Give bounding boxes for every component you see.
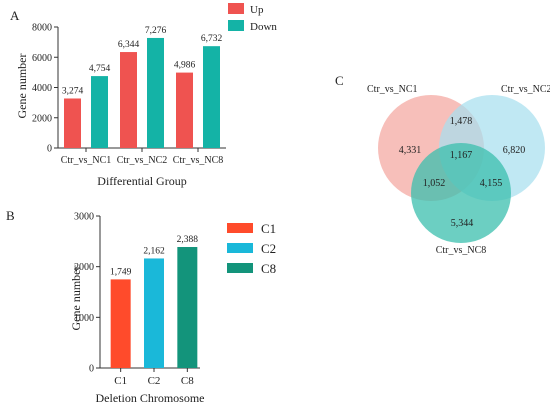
panel-b-label: B xyxy=(6,208,15,223)
panel-a-legend-label: Down xyxy=(250,21,277,33)
panel-b-legend-label: C8 xyxy=(261,261,276,276)
panel-a-ytick-label: 2000 xyxy=(32,113,52,124)
panel-a-legend-label: Up xyxy=(250,4,264,16)
venn-set-label-2: Ctr_vs_NC2 xyxy=(501,84,550,95)
panel-b-ytick-label: 1000 xyxy=(74,313,94,324)
panel-b-legend-label: C1 xyxy=(261,221,276,236)
venn-region-only-3: 5,344 xyxy=(451,218,474,229)
panel-c-label: C xyxy=(335,73,344,88)
panel-b-xtick-label: C1 xyxy=(114,375,127,387)
panel-b-xlabel: Deletion Chromosome xyxy=(96,391,205,405)
venn-set-label-3: Ctr_vs_NC8 xyxy=(436,245,487,256)
venn-region-only-2: 6,820 xyxy=(503,145,526,156)
panel-b-legend: C1 C2 C8 xyxy=(227,221,276,276)
panel-a-legend: Up Down xyxy=(228,3,277,33)
panel-a-bar xyxy=(176,72,193,148)
panel-a-bar xyxy=(147,37,164,148)
panel-a-legend-swatch xyxy=(228,3,244,14)
panel-a-data-label: 4,754 xyxy=(89,64,111,74)
panel-b-xtick-label: C8 xyxy=(181,375,194,387)
panel-a-axes: 0 2000 4000 6000 8000 Ctr_vs_NC1 Ctr_vs_NC2 Ctr… xyxy=(32,23,226,166)
panel-b-bars: 1,749 2,162 2,388 xyxy=(110,235,198,368)
panel-b-legend-swatch xyxy=(227,223,253,233)
panel-b-legend-swatch xyxy=(227,243,253,253)
panel-a-bar xyxy=(120,52,137,149)
panel-a-data-label: 6,732 xyxy=(201,34,223,44)
panel-a-data-label: 4,986 xyxy=(174,61,196,71)
panel-b-data-label: 2,162 xyxy=(143,246,165,256)
panel-a-bar xyxy=(203,46,220,149)
venn-region-1-2: 1,478 xyxy=(450,116,473,127)
panel-a-xtick-label: Ctr_vs_NC8 xyxy=(173,155,224,166)
panel-b-legend-label: C2 xyxy=(261,241,276,256)
panel-a-label: A xyxy=(10,8,20,23)
venn-set-label-1: Ctr_vs_NC1 xyxy=(367,84,418,95)
panel-b-legend-swatch xyxy=(227,263,253,273)
panel-b-xtick-label: C2 xyxy=(148,375,161,387)
panel-a-ytick-label: 8000 xyxy=(32,23,52,34)
panel-b-ylabel: Gene number xyxy=(69,266,83,331)
venn-region-2-3: 4,155 xyxy=(480,178,503,189)
panel-b-ytick-label: 3000 xyxy=(74,212,94,223)
panel-b-bar xyxy=(110,279,131,368)
panel-a-bars: 3,274 4,754 6,344 7,276 4,986 6,732 xyxy=(62,26,223,149)
panel-a-data-label: 7,276 xyxy=(145,26,167,36)
panel-a-xlabel: Differential Group xyxy=(97,174,186,188)
venn-region-only-1: 4,331 xyxy=(399,145,422,156)
panel-a-xtick-label: Ctr_vs_NC2 xyxy=(117,155,168,166)
panel-c: C Ctr_vs_NC1 Ctr_vs_NC2 Ctr_vs_NC8 4,331… xyxy=(335,73,550,256)
panel-a-data-label: 6,344 xyxy=(118,40,140,50)
panel-a-ylabel: Gene number xyxy=(15,54,29,119)
panel-b-bar xyxy=(177,247,198,368)
panel-b-ytick-label: 0 xyxy=(89,364,94,375)
panel-b-axes: 0 1000 2000 3000 C1 C2 C8 xyxy=(74,212,200,387)
panel-b-data-label: 1,749 xyxy=(110,267,132,277)
panel-a-bar xyxy=(64,98,81,148)
venn-circle-ctr-vs-nc8 xyxy=(411,143,511,243)
panel-b: B Gene number 0 1000 2000 3000 C1 C2 C8 1,749 2… xyxy=(6,208,276,405)
venn-region-1-2-3: 1,167 xyxy=(450,150,473,161)
venn-region-1-3: 1,052 xyxy=(423,178,446,189)
venn-circles xyxy=(378,95,545,243)
panel-a-xtick-label: Ctr_vs_NC1 xyxy=(61,155,112,166)
panel-a: A Gene number 0 2000 4000 6000 8000 Ctr_vs_NC… xyxy=(10,3,277,188)
panel-b-data-label: 2,388 xyxy=(177,235,199,245)
panel-a-bar xyxy=(91,76,108,148)
panel-a-data-label: 3,274 xyxy=(62,86,84,96)
panel-a-ytick-label: 6000 xyxy=(32,53,52,64)
panel-b-bar xyxy=(144,258,164,368)
panel-a-ytick-label: 4000 xyxy=(32,83,52,94)
panel-a-ytick-label: 0 xyxy=(47,144,52,155)
panel-a-legend-swatch xyxy=(228,20,244,31)
panel-b-ytick-label: 2000 xyxy=(74,262,94,273)
